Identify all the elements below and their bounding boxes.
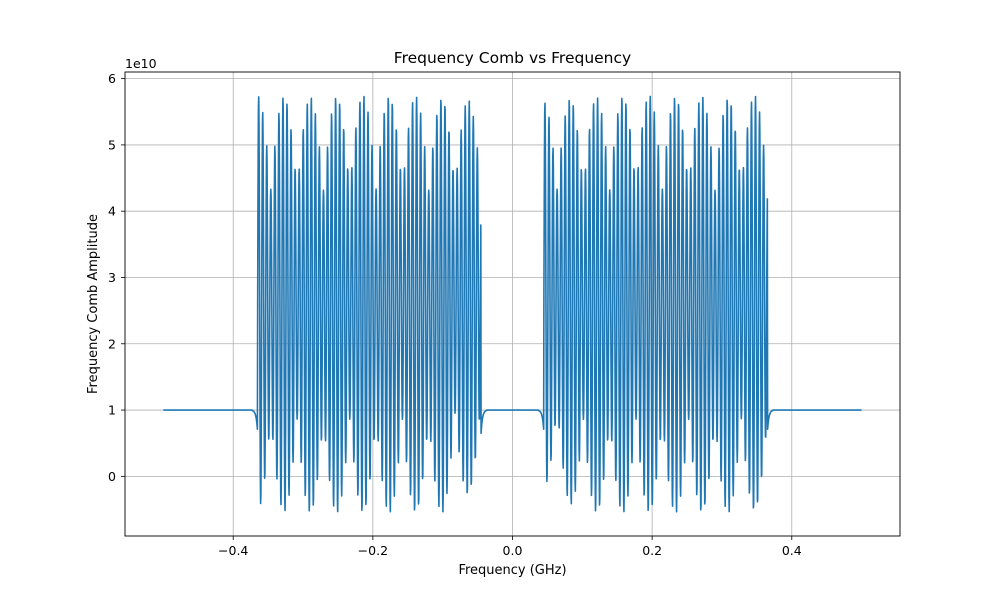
x-tick-label: 0.4 xyxy=(782,543,802,558)
x-tick-label: 0.0 xyxy=(503,543,523,558)
series-line xyxy=(162,95,863,513)
y-tick-label: 6 xyxy=(108,71,116,86)
y-tick-label: 5 xyxy=(108,137,116,152)
grid xyxy=(125,72,900,536)
y-tick-label: 4 xyxy=(108,204,116,219)
y-axis-label: Frequency Comb Amplitude xyxy=(86,214,101,394)
y-tick-label: 3 xyxy=(108,270,116,285)
y-tick-label: 1 xyxy=(108,403,116,418)
x-tick-label: 0.2 xyxy=(642,543,662,558)
y-tick-label: 2 xyxy=(108,336,116,351)
x-tick-label: −0.2 xyxy=(358,543,388,558)
ticks: −0.4 −0.2 0.0 0.2 0.4 0 1 2 3 4 5 6 xyxy=(108,71,802,558)
x-tick-label: −0.4 xyxy=(218,543,248,558)
plot-area xyxy=(162,95,863,513)
y-scale-label: 1e10 xyxy=(125,56,157,71)
y-tick-label: 0 xyxy=(108,469,116,484)
x-axis-label: Frequency (GHz) xyxy=(458,563,566,578)
chart-title: Frequency Comb vs Frequency xyxy=(394,49,631,67)
